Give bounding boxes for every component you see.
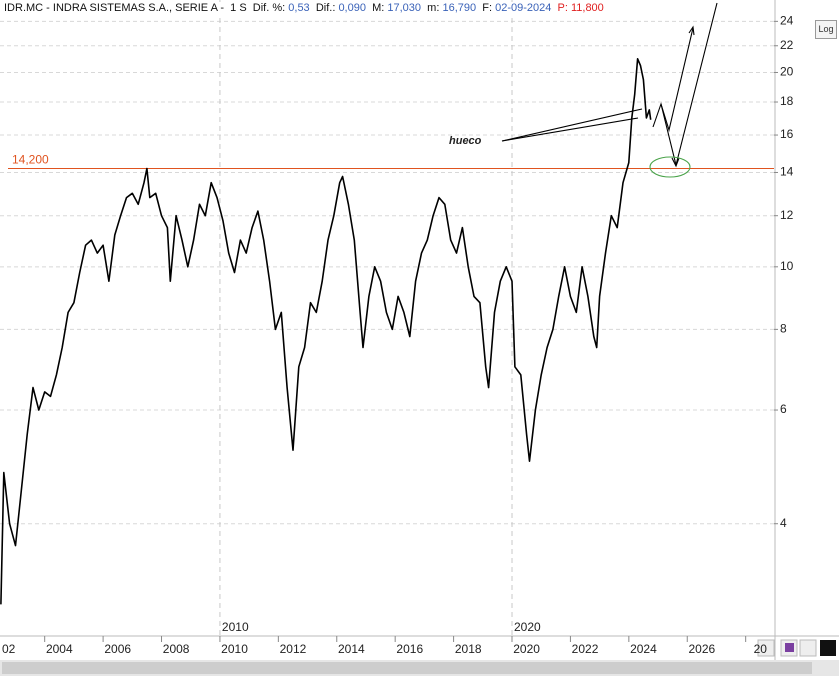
header-stat: F: 02-09-2024 — [476, 2, 551, 14]
header-stat: Dif.: 0,090 — [310, 2, 366, 14]
scroll-thumb[interactable] — [2, 662, 812, 674]
save-icon-glyph — [785, 643, 794, 652]
decade-label: 2020 — [514, 620, 541, 634]
header-text: IDR.MC - INDRA SISTEMAS S.A., SERIE A - … — [4, 2, 247, 14]
x-tick-label: 2018 — [455, 642, 482, 656]
header-text: P: — [557, 2, 568, 14]
projection-sketch — [501, 2, 718, 178]
color-icon[interactable] — [820, 640, 836, 656]
reference-label: 14,200 — [12, 153, 49, 167]
x-tick-label: 2010 — [221, 642, 248, 656]
tool-icon[interactable] — [757, 639, 775, 657]
projection-arrow — [660, 27, 694, 133]
log-button[interactable]: Log — [815, 20, 837, 39]
header-text: 16,790 — [442, 2, 477, 14]
header-text: M: — [372, 2, 385, 14]
header-text: 17,030 — [387, 2, 422, 14]
header-text: 0,090 — [338, 2, 366, 14]
price-line — [0, 58, 652, 605]
y-tick-label: 14 — [780, 165, 794, 179]
header-text: Dif. %: — [252, 2, 286, 14]
header-text: 11,800 — [570, 2, 604, 14]
y-tick-label: 16 — [780, 127, 794, 141]
y-tick-label: 20 — [780, 65, 794, 79]
header-text: F: — [482, 2, 493, 14]
y-tick-label: 22 — [780, 38, 794, 52]
x-tick-label: 2012 — [280, 642, 307, 656]
y-tick-label: 18 — [780, 94, 794, 108]
header-stat: M: 17,030 — [366, 2, 421, 14]
x-tick-label: 2016 — [396, 642, 423, 656]
projection-arrow — [652, 2, 718, 166]
decade-label: 2010 — [222, 620, 249, 634]
x-tick-label: 2014 — [338, 642, 365, 656]
pin-icon[interactable] — [799, 639, 817, 657]
x-tick-label: 2006 — [104, 642, 131, 656]
y-tick-label: 4 — [780, 516, 787, 530]
annotation: hueco — [449, 135, 482, 147]
header: IDR.MC - INDRA SISTEMAS S.A., SERIE A - … — [4, 2, 604, 14]
header-text: m: — [427, 2, 440, 14]
y-tick-label: 12 — [780, 208, 794, 222]
arrow-head — [671, 157, 680, 168]
gap-highlight — [649, 156, 691, 178]
header-stat: P: 11,800 — [551, 2, 604, 14]
x-tick-label: 2008 — [163, 642, 190, 656]
x-tick-label: 2022 — [572, 642, 599, 656]
header-text: Dif.: — [315, 2, 336, 14]
y-tick-label: 24 — [780, 14, 794, 28]
hueco-arrow — [501, 108, 643, 142]
y-tick-label: 10 — [780, 259, 794, 273]
x-tick-label: 20 — [754, 642, 768, 656]
x-tick-label: 2026 — [689, 642, 716, 656]
x-tick-label: 2024 — [630, 642, 657, 656]
x-tick-label: 02 — [2, 642, 16, 656]
arrow-head — [688, 25, 695, 36]
header-text: 02-09-2024 — [495, 2, 552, 14]
header-text: 0,53 — [288, 2, 310, 14]
x-tick-label: 2004 — [46, 642, 73, 656]
header-stat: m: 16,790 — [421, 2, 476, 14]
y-tick-label: 6 — [780, 402, 787, 416]
y-tick-label: 8 — [780, 322, 787, 336]
header-stat: Dif. %: 0,53 — [247, 2, 310, 14]
hueco-arrow — [501, 117, 639, 142]
x-tick-label: 2020 — [513, 642, 540, 656]
